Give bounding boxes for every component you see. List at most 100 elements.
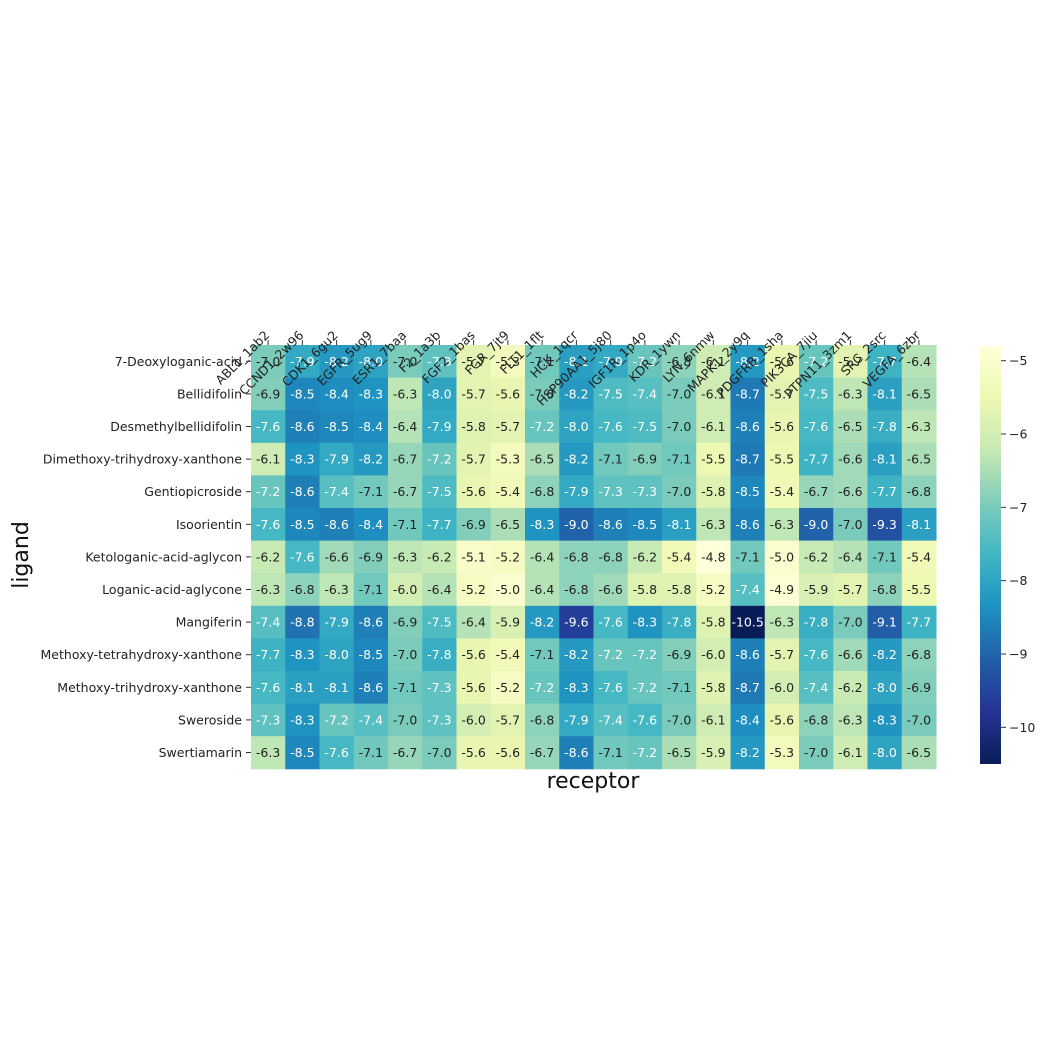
cell-value-label: -8.2 <box>564 647 588 662</box>
cell-value-label: -6.3 <box>256 582 280 597</box>
heatmap-cell <box>525 671 560 705</box>
heatmap-cell <box>696 442 731 476</box>
heatmap-cell <box>593 508 629 542</box>
heatmap-cell <box>764 736 800 770</box>
cell-value-label: -6.8 <box>872 582 896 597</box>
heatmap-cell <box>627 442 663 476</box>
heatmap-cell <box>764 442 800 476</box>
heatmap-cell <box>388 410 423 444</box>
cell-value-label: -5.5 <box>770 452 794 467</box>
heatmap-cell <box>593 638 629 672</box>
heatmap-cell <box>901 410 937 444</box>
heatmap-cell <box>422 573 457 607</box>
cell-value-label: -6.0 <box>770 680 794 695</box>
heatmap-cell <box>799 605 834 639</box>
heatmap-cell <box>696 475 731 509</box>
cell-value-label: -9.6 <box>564 615 588 630</box>
cell-value-label: -6.9 <box>907 680 931 695</box>
cell-value-label: -5.5 <box>907 582 931 597</box>
cell-value-label: -8.6 <box>735 647 759 662</box>
cell-value-label: -8.2 <box>735 745 759 760</box>
cell-value-label: -6.3 <box>324 582 348 597</box>
heatmap-cell <box>901 736 937 770</box>
heatmap-cell <box>559 377 594 411</box>
cell-value-label: -6.2 <box>633 549 657 564</box>
heatmap-cell <box>353 638 389 672</box>
cell-value-label: -7.1 <box>393 680 417 695</box>
cell-value-label: -7.5 <box>598 386 622 401</box>
cell-value-label: -6.2 <box>804 549 828 564</box>
cell-value-label: -8.3 <box>530 517 554 532</box>
heatmap-cell <box>490 442 526 476</box>
heatmap-cell <box>833 475 868 509</box>
heatmap-cell <box>456 703 492 737</box>
heatmap-cell <box>285 540 320 574</box>
heatmap-cell <box>525 703 560 737</box>
cell-value-label: -6.3 <box>770 517 794 532</box>
heatmap-cell <box>867 410 903 444</box>
heatmap-cell <box>867 638 903 672</box>
cell-value-label: -7.2 <box>804 354 828 369</box>
heatmap-cell <box>422 540 457 574</box>
cell-value-label: -7.7 <box>907 615 931 630</box>
heatmap-cell <box>319 508 355 542</box>
heatmap-cell <box>559 475 594 509</box>
heatmap-cell <box>456 605 492 639</box>
heatmap-cell <box>319 605 355 639</box>
heatmap-cell <box>901 703 937 737</box>
cell-value-label: -8.5 <box>290 386 314 401</box>
cell-value-label: -7.0 <box>838 615 862 630</box>
heatmap-cell <box>490 671 526 705</box>
heatmap-cell <box>285 573 320 607</box>
cell-value-label: -6.8 <box>530 712 554 727</box>
colorbar-gradient <box>980 346 1001 764</box>
y-axis-title: ligand <box>9 521 34 589</box>
heatmap-cell <box>627 475 663 509</box>
heatmap-cell <box>251 605 286 639</box>
heatmap-cell <box>319 442 355 476</box>
cell-value-label: -8.3 <box>564 680 588 695</box>
heatmap-cell <box>559 540 594 574</box>
heatmap-cell <box>319 638 355 672</box>
heatmap-cell <box>901 442 937 476</box>
colorbar-tick-label: −9 <box>1009 647 1027 662</box>
cell-value-label: -6.4 <box>530 582 554 597</box>
heatmap-cell <box>730 377 766 411</box>
heatmap-cell <box>422 605 457 639</box>
cell-value-label: -7.9 <box>427 419 451 434</box>
heatmap-cell <box>764 508 800 542</box>
heatmap-cell <box>627 605 663 639</box>
cell-value-label: -5.2 <box>701 582 725 597</box>
cell-value-label: -5.8 <box>701 615 725 630</box>
heatmap-cell <box>627 508 663 542</box>
heatmap-cell <box>422 377 457 411</box>
cell-value-label: -8.2 <box>359 452 383 467</box>
cell-value-label: -7.4 <box>256 615 280 630</box>
cell-value-label: -5.9 <box>804 582 828 597</box>
heatmap-cell <box>251 345 286 379</box>
cell-value-label: -7.6 <box>633 712 657 727</box>
heatmap-cell <box>867 736 903 770</box>
cell-value-label: -6.5 <box>530 452 554 467</box>
cell-value-label: -5.4 <box>496 484 520 499</box>
cell-value-label: -8.3 <box>290 712 314 727</box>
y-tick-label: Isoorientin <box>176 517 242 532</box>
cell-value-label: -7.1 <box>359 484 383 499</box>
cell-value-label: -5.4 <box>667 549 691 564</box>
heatmap-cell <box>696 377 731 411</box>
heatmap-cell <box>422 475 457 509</box>
heatmap-cell <box>833 703 868 737</box>
heatmap-cell <box>353 540 389 574</box>
cell-value-label: -6.2 <box>427 549 451 564</box>
heatmap-cell <box>251 442 286 476</box>
cell-value-label: -7.2 <box>633 354 657 369</box>
heatmap-cell <box>251 540 286 574</box>
cell-value-label: -8.2 <box>324 354 348 369</box>
heatmap-cell <box>696 345 731 379</box>
cell-value-label: -8.5 <box>735 484 759 499</box>
cell-value-label: -7.7 <box>427 517 451 532</box>
cell-value-label: -6.4 <box>530 549 554 564</box>
cell-value-label: -6.4 <box>427 582 451 597</box>
cell-value-label: -8.5 <box>290 745 314 760</box>
heatmap-cell <box>353 410 389 444</box>
